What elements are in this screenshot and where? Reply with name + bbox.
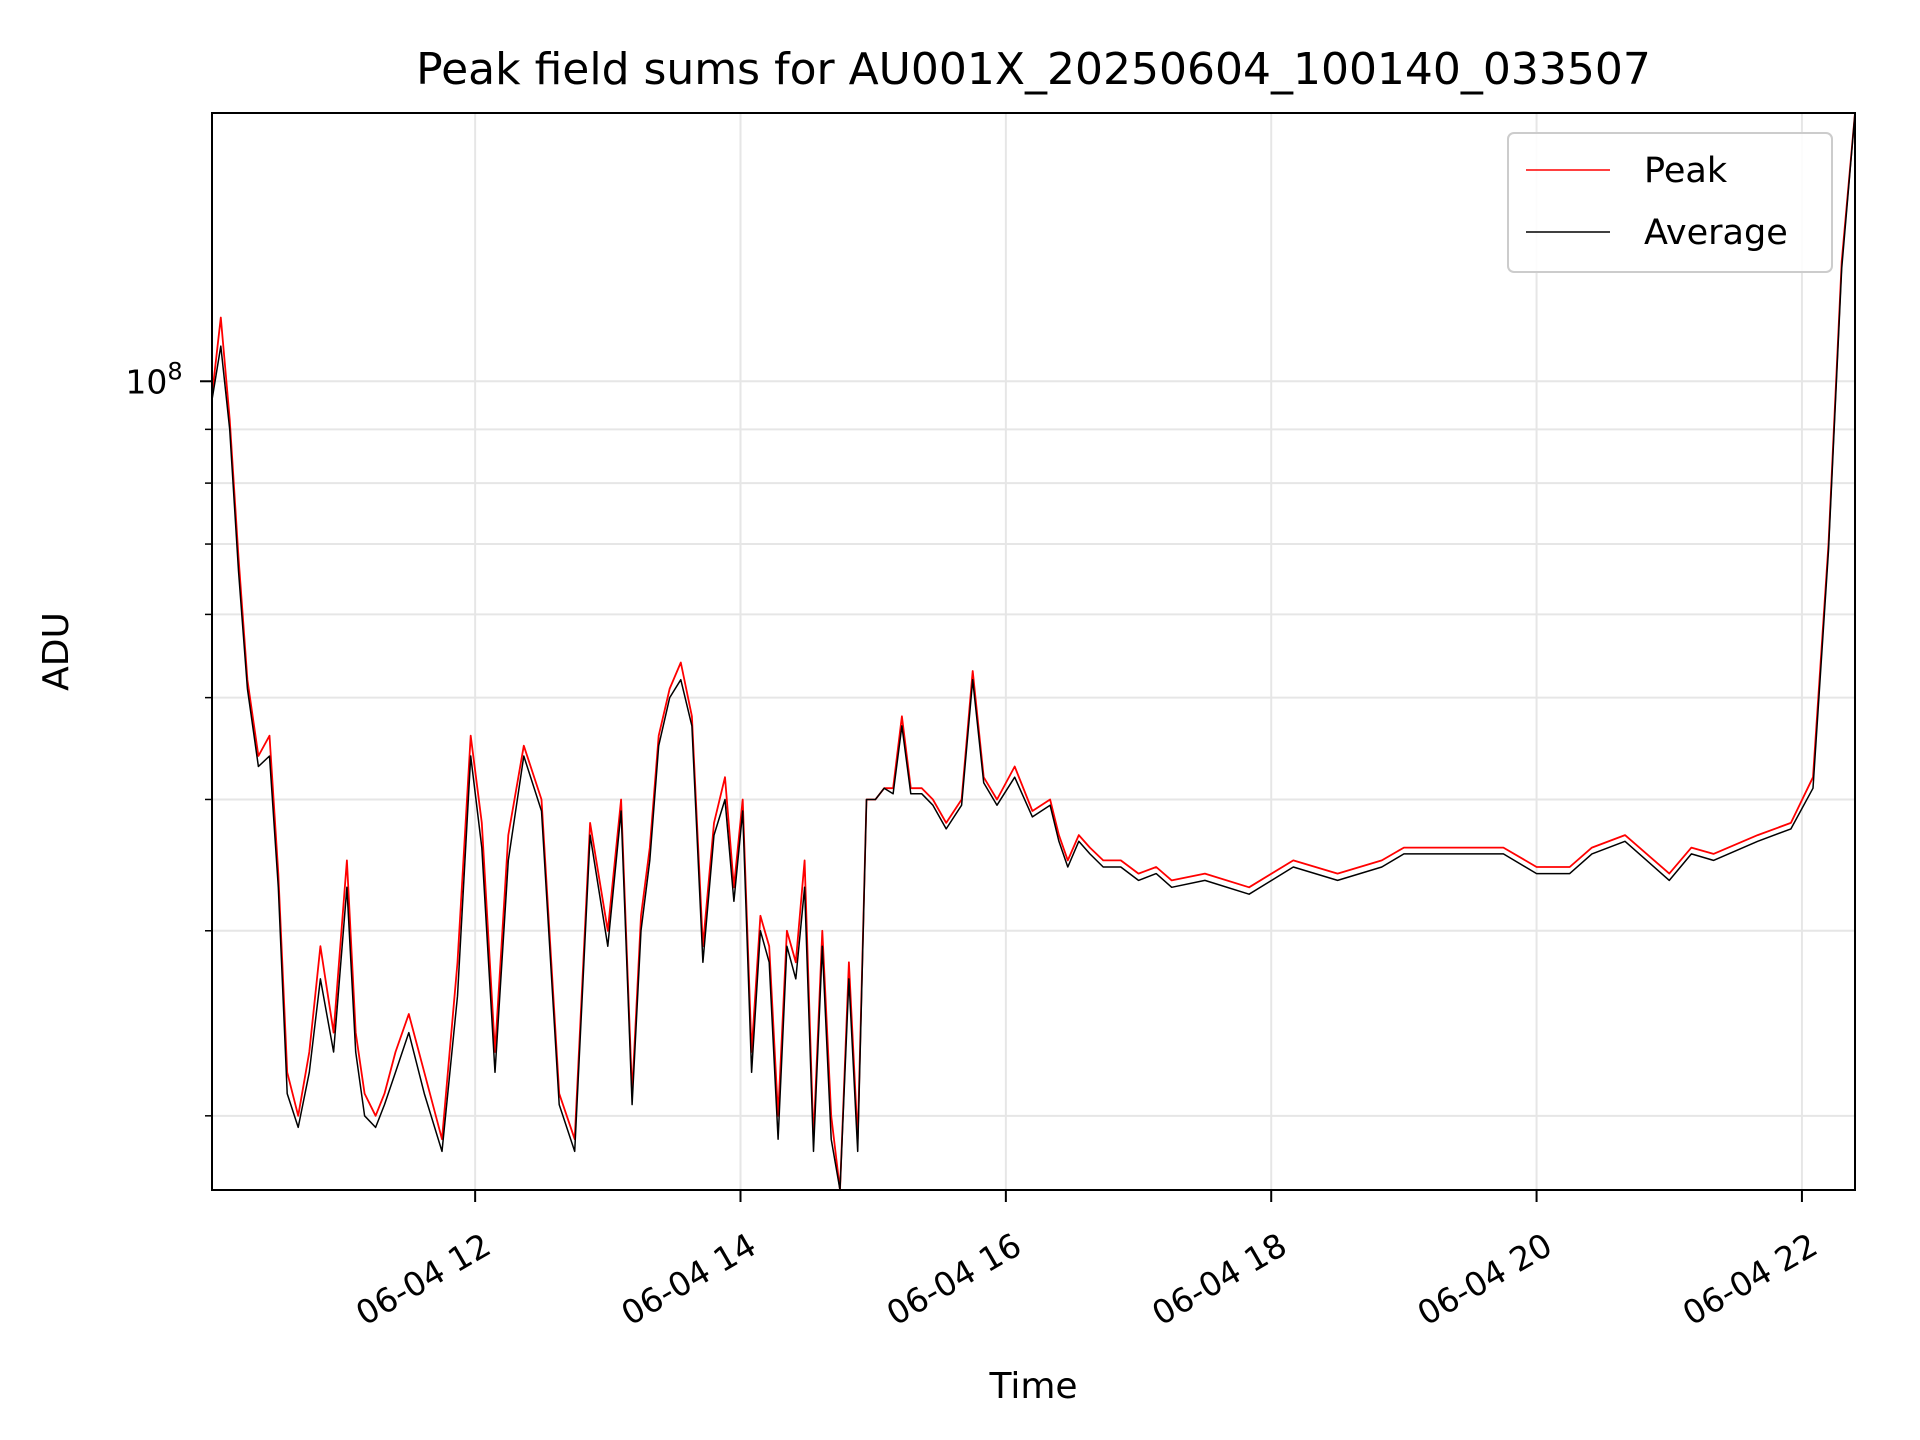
x-axis-label: Time [988, 1366, 1077, 1407]
x-tick-label: 06-04 12 [349, 1225, 497, 1333]
x-tick-label: 06-04 22 [1676, 1225, 1824, 1333]
legend-label-peak: Peak [1644, 151, 1728, 191]
x-tick-label: 06-04 14 [615, 1225, 763, 1333]
x-tick-label: 06-04 16 [880, 1225, 1028, 1333]
legend-box [1507, 132, 1833, 273]
grid-lines [212, 113, 1855, 1190]
y-axis-label: ADU [36, 612, 77, 691]
chart-title: Peak field sums for AU001X_20250604_1001… [416, 44, 1651, 95]
legend: Peak Average [1507, 132, 1833, 273]
plot-frame [211, 112, 1856, 1191]
legend-label-average: Average [1644, 213, 1788, 253]
series-lines [211, 112, 1856, 1191]
series-line-peak [211, 112, 1856, 1191]
series-line-average [211, 112, 1856, 1191]
axis-ticks: 06-04 12 06-04 14 06-04 16 06-04 18 06-04 20… [125, 357, 1824, 1333]
x-tick-label: 06-04 20 [1411, 1225, 1559, 1333]
x-tick-label: 06-04 18 [1145, 1225, 1293, 1333]
y-tick-label: 108 [125, 357, 182, 401]
